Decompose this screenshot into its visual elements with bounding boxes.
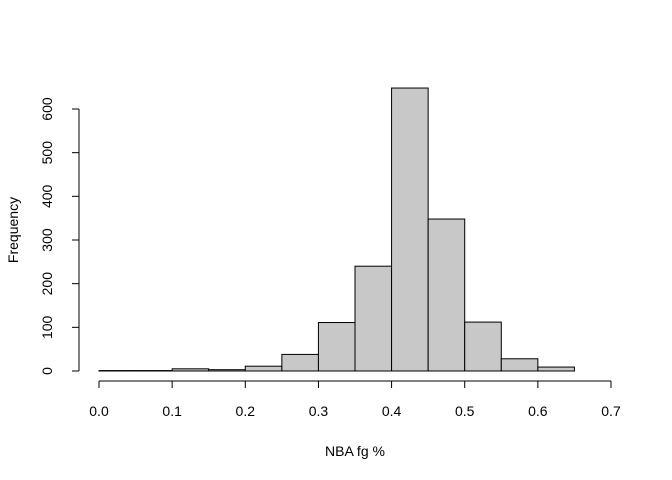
x-tick-label: 0.4 [382,403,402,419]
x-tick-label: 0.6 [528,403,548,419]
y-tick-label: 500 [39,141,55,165]
y-tick-label: 600 [39,97,55,121]
histogram-bar [171,368,210,372]
histogram-bar [464,321,502,372]
y-tick-label: 0 [39,367,55,375]
histogram-bar [391,87,429,372]
histogram-bar [354,265,393,372]
x-tick-label: 0.0 [89,403,109,419]
y-tick-label: 300 [39,228,55,252]
y-axis-label: Frequency [5,197,21,263]
histogram-bar [500,358,539,372]
y-tick-label: 100 [39,315,55,339]
histogram-bar [281,353,319,372]
x-axis-label: NBA fg % [325,443,385,459]
x-tick-label: 0.5 [455,403,475,419]
histogram-bar [244,365,283,372]
y-axis: 0 100 200 300 400 500 600 [39,97,80,375]
x-tick-label: 0.2 [236,403,256,419]
histogram-bar [537,366,575,372]
y-tick-label: 200 [39,272,55,296]
x-tick-label: 0.7 [601,403,621,419]
y-tick-label: 400 [39,184,55,208]
histogram-bars [98,87,575,372]
x-axis: 0.0 0.1 0.2 0.3 0.4 0.5 0.6 0.7 [89,380,621,419]
histogram-bar [317,322,356,372]
histogram-bar [427,218,466,372]
x-tick-label: 0.3 [309,403,329,419]
histogram-bar [208,369,246,372]
x-tick-label: 0.1 [162,403,182,419]
